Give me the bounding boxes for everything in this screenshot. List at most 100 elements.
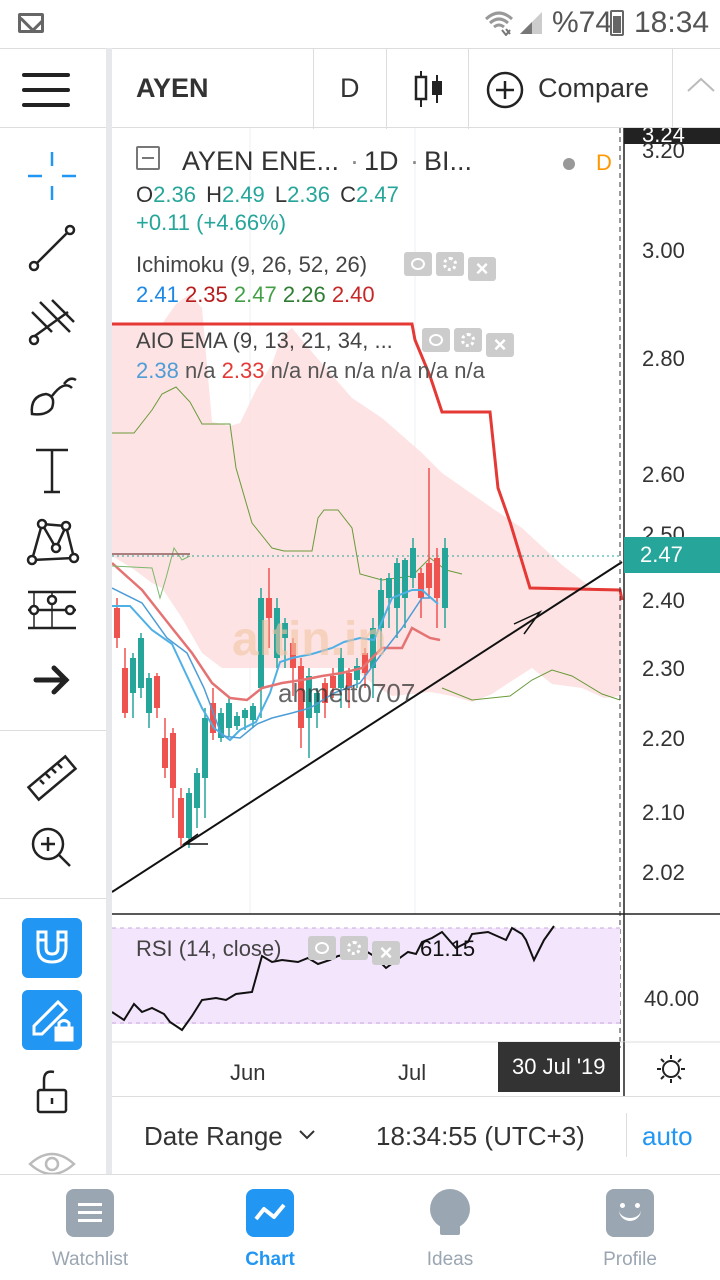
drawing-toolbar xyxy=(0,128,106,1174)
eye-icon[interactable] xyxy=(422,328,450,352)
chart-area[interactable]: altin.in ahmett0707 AYEN ENE... · 1D · B… xyxy=(112,128,720,1096)
text-tool-icon[interactable] xyxy=(22,440,82,500)
nav-chart[interactable]: Chart xyxy=(200,1189,340,1275)
aio-ema-controls: × xyxy=(422,328,514,357)
aio-ema-title: AIO EMA (9, 13, 21, 34, ... xyxy=(136,328,393,353)
sidebar-divider xyxy=(106,48,112,1174)
candlestick-icon[interactable] xyxy=(412,69,446,109)
legend-dot-2: · xyxy=(410,146,419,176)
nav-watchlist[interactable]: Watchlist xyxy=(20,1189,160,1275)
close-icon[interactable]: × xyxy=(468,257,496,281)
pattern-icon[interactable] xyxy=(22,512,82,572)
chart-icon xyxy=(246,1189,294,1237)
nav-label-ideas: Ideas xyxy=(426,1249,474,1270)
current-time: 18:34:55 (UTC+3) xyxy=(376,1121,585,1151)
ohlc-values: O2.36 H2.49 L2.36 C2.47 xyxy=(136,182,399,208)
ema-value-7: n/a xyxy=(380,358,412,383)
fib-retracement-icon[interactable] xyxy=(22,580,82,640)
mail-icon xyxy=(18,13,44,33)
candle-body xyxy=(154,676,160,708)
arrow-icon[interactable] xyxy=(22,650,82,710)
close-icon[interactable]: × xyxy=(486,333,514,357)
settings-sun-icon[interactable] xyxy=(656,1054,686,1084)
lock-drawing-button[interactable] xyxy=(22,990,82,1050)
price-tick: 3.00 xyxy=(642,238,685,263)
ema-value-3: 2.33 xyxy=(221,358,265,383)
price-tick: 2.60 xyxy=(642,462,685,487)
compare-button[interactable]: Compare xyxy=(538,73,650,103)
ema-value-8: n/a xyxy=(417,358,449,383)
price-tick: 3.20 xyxy=(642,138,685,163)
candle-body xyxy=(170,733,176,788)
menu-icon[interactable] xyxy=(22,73,70,107)
watermark-author: ahmett0707 xyxy=(278,678,416,708)
candle-body xyxy=(218,713,224,738)
delay-flag: D xyxy=(596,150,612,175)
crosshair-icon[interactable] xyxy=(22,146,82,206)
candle-body xyxy=(138,638,144,688)
price-tick: 2.20 xyxy=(642,726,685,751)
eye-icon[interactable] xyxy=(22,1134,82,1174)
price-chart[interactable] xyxy=(112,128,720,1096)
candle-body xyxy=(178,798,184,838)
ideas-icon xyxy=(426,1189,474,1237)
close-icon[interactable]: × xyxy=(372,941,400,965)
nav-ideas[interactable]: Ideas xyxy=(380,1189,520,1275)
date-range-bar: Date Range 18:34:55 (UTC+3) auto xyxy=(112,1096,720,1174)
ichimoku-conversion: 2.41 xyxy=(136,282,179,307)
price-axis-top-label: 3.24 xyxy=(642,128,685,147)
gear-icon[interactable] xyxy=(454,328,482,352)
unlock-icon[interactable] xyxy=(22,1062,82,1122)
candle-body xyxy=(162,738,168,768)
signal-icon xyxy=(520,12,542,34)
magnet-icon xyxy=(36,930,68,964)
candle-body xyxy=(114,608,120,638)
chevron-up-icon[interactable] xyxy=(686,75,716,93)
candle-body xyxy=(426,563,432,588)
candle-body xyxy=(410,548,416,578)
price-tick: 2.02 xyxy=(642,860,685,885)
candle-body xyxy=(290,643,296,668)
price-tick: 2.40 xyxy=(642,588,685,613)
price-tick: 2.80 xyxy=(642,346,685,371)
aio-ema-values: 2.38 n/a 2.33 n/a n/a n/a n/a n/a n/a xyxy=(136,358,485,384)
nav-profile[interactable]: Profile xyxy=(560,1189,700,1275)
candle-body xyxy=(306,676,312,718)
battery-icon xyxy=(610,10,624,36)
candle-body xyxy=(282,623,288,638)
auto-scale-button[interactable]: auto xyxy=(642,1121,693,1151)
crosshair-date-label: 30 Jul '19 xyxy=(498,1042,620,1092)
watermark-brand: altin.in xyxy=(232,613,387,666)
eye-icon[interactable] xyxy=(404,252,432,276)
eye-icon[interactable] xyxy=(308,936,336,960)
brush-icon[interactable] xyxy=(22,366,82,426)
high-value: 2.49 xyxy=(221,182,265,207)
ichimoku-span-b: 2.40 xyxy=(331,282,375,307)
candle-body xyxy=(274,608,280,658)
collapse-legend-icon[interactable] xyxy=(136,146,160,170)
magnet-mode-button[interactable] xyxy=(22,918,82,978)
profile-icon xyxy=(606,1189,654,1237)
interval-button[interactable]: D xyxy=(340,73,360,103)
candle-body xyxy=(130,658,136,693)
zoom-in-icon[interactable] xyxy=(22,818,82,878)
pitchfork-icon[interactable] xyxy=(22,292,82,352)
trend-line-icon[interactable] xyxy=(22,218,82,278)
legend-symbol-title: AYEN ENE... xyxy=(182,146,340,176)
date-range-button[interactable]: Date Range xyxy=(144,1121,283,1151)
current-price-value: 2.47 xyxy=(640,542,683,567)
ichimoku-base: 2.35 xyxy=(184,282,228,307)
candle-body xyxy=(362,653,368,673)
compare-plus-icon[interactable] xyxy=(486,71,524,109)
clock: 18:34 xyxy=(634,6,710,39)
ruler-icon[interactable] xyxy=(22,748,82,808)
symbol-button[interactable]: AYEN xyxy=(136,73,209,103)
candle-body xyxy=(442,548,448,608)
candle-body xyxy=(202,718,208,778)
ichimoku-span-a: 2.26 xyxy=(282,282,326,307)
gear-icon[interactable] xyxy=(436,252,464,276)
gear-icon[interactable] xyxy=(340,936,368,960)
bottom-navigation: Watchlist Chart Ideas Profile xyxy=(0,1174,720,1280)
chevron-down-icon[interactable] xyxy=(298,1129,316,1141)
open-value: 2.36 xyxy=(153,182,196,207)
